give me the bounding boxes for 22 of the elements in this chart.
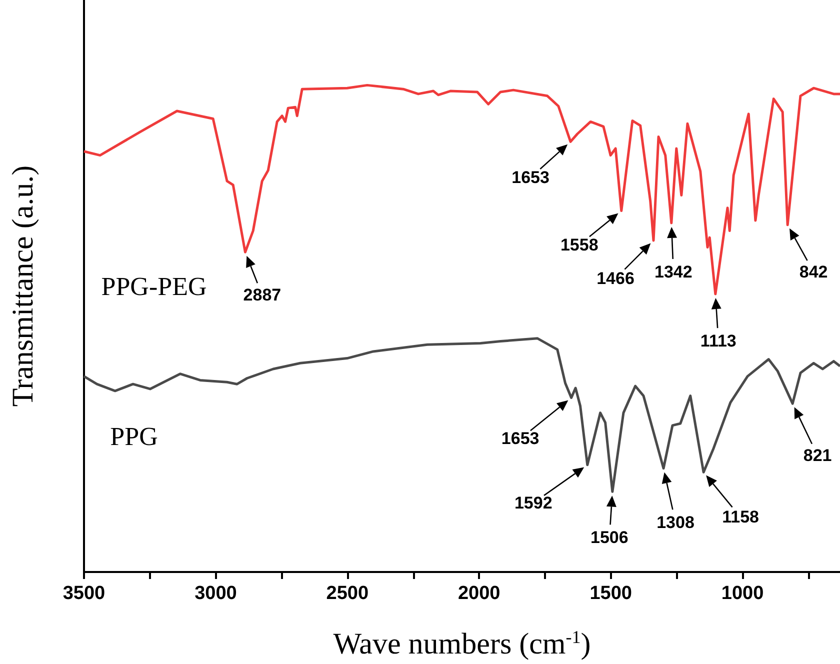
annotation: 1653 [501, 429, 540, 448]
y-axis-title: Transmittance (a.u.) [6, 165, 40, 407]
annotation: 2887 [243, 286, 282, 305]
x-tick-label: 2000 [458, 583, 500, 604]
annotation: 1506 [590, 528, 628, 548]
annotation: 1113 [700, 332, 736, 351]
annotation: 1558 [560, 235, 598, 254]
x-tick-label: 1000 [721, 583, 764, 604]
x-tick-label: 2500 [326, 583, 369, 604]
annotation: 821 [803, 446, 832, 466]
annotation: 1592 [514, 493, 552, 512]
annotation: 1308 [656, 512, 694, 532]
series-label: PPG [110, 422, 158, 451]
x-tick-label: 3500 [62, 583, 106, 604]
annotation: 1653 [512, 168, 550, 188]
annotation: 1342 [654, 262, 692, 282]
series-label: PPG-PEG [101, 272, 207, 301]
annotation: 1158 [722, 508, 759, 527]
annotation: 842 [799, 262, 828, 282]
x-tick-label: 1500 [590, 583, 632, 604]
x-tick-label: 3000 [194, 583, 237, 604]
annotation: 1466 [596, 268, 634, 288]
